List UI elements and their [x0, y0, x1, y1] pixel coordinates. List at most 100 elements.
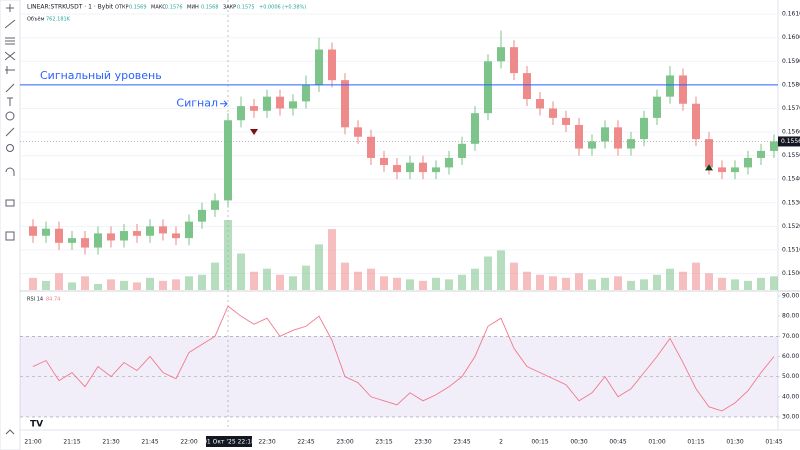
y-tick-label: 70.00	[782, 333, 799, 340]
signal-arrow	[220, 100, 228, 108]
candle-body	[536, 99, 544, 109]
zoom-tool[interactable]	[6, 144, 14, 152]
y-tick-label: 90.00	[782, 293, 799, 300]
x-tick-label: 01:15	[687, 439, 704, 446]
candle-body	[315, 49, 323, 85]
candle-body	[237, 106, 245, 121]
volume-label: Объём	[27, 17, 45, 23]
x-tick-label: 01:30	[726, 439, 743, 446]
y-tick-label: 60.00	[782, 353, 799, 360]
candle-body	[367, 136, 375, 158]
candle-body	[757, 150, 765, 158]
candle-body	[185, 221, 193, 239]
candle-body	[640, 117, 648, 140]
x-tick-label: 01:00	[648, 439, 665, 446]
rsi-value: 84.74	[46, 297, 60, 303]
trash-tool[interactable]	[5, 231, 15, 241]
candle-body	[510, 47, 518, 74]
signal-level-label: Сигнальный уровень	[40, 69, 162, 82]
fib-tool[interactable]	[5, 37, 15, 45]
candle-body	[263, 96, 271, 111]
x-tick-label: 00:15	[531, 439, 548, 446]
candle-body	[159, 226, 167, 234]
legend-value: 0.1575	[237, 5, 255, 11]
candle-body	[81, 238, 89, 248]
ruler-tool[interactable]	[5, 127, 15, 137]
x-tick-label: 21:45	[141, 439, 158, 446]
y-tick-label: 30.00	[782, 413, 799, 420]
candle-body	[276, 96, 284, 109]
candle-body	[250, 106, 258, 111]
lock-tool[interactable]	[5, 199, 15, 207]
x-tick-label: 23:45	[453, 439, 470, 446]
crosshair-time-label: 01 Окт '25 22:18	[203, 439, 255, 446]
candle-body	[731, 167, 739, 173]
magnet-tool[interactable]	[5, 167, 15, 176]
candle-body	[458, 143, 466, 158]
candle-body	[679, 75, 687, 104]
emoji-tool[interactable]	[5, 111, 15, 121]
candle-body	[120, 231, 128, 241]
candle-body	[289, 101, 297, 109]
candle-body	[419, 162, 427, 173]
candle-body	[94, 233, 102, 248]
candle-body	[445, 157, 453, 168]
rsi-title: RSI 14	[27, 297, 43, 303]
rsi-line	[32, 305, 775, 412]
x-tick-label: 23:30	[414, 439, 431, 446]
candle-body	[211, 200, 219, 210]
candle-body	[354, 127, 362, 137]
symbol-title: LINEAR:STRKUSDT · 1 · Bybit	[27, 4, 114, 11]
crosshair-time-box	[206, 436, 252, 447]
candle-body	[471, 113, 479, 144]
x-tick-label: 00:30	[570, 439, 587, 446]
line-tool[interactable]	[4, 19, 16, 29]
collapse-button[interactable]	[5, 429, 15, 435]
volume-value: 762.181K	[46, 17, 71, 23]
x-tick-label: 23:00	[336, 439, 353, 446]
candle-body	[198, 209, 206, 222]
crosshair-tool[interactable]	[6, 4, 14, 12]
candle-body	[497, 47, 505, 62]
candle-body	[341, 80, 349, 128]
candle-body	[328, 49, 336, 81]
pattern-tool[interactable]	[4, 51, 16, 61]
candle-body	[523, 73, 531, 100]
forecast-tool[interactable]	[5, 66, 15, 74]
brush-tool[interactable]	[5, 83, 15, 93]
candle-body	[562, 117, 570, 125]
x-tick-label: 22:45	[297, 439, 314, 446]
candle-body	[29, 226, 37, 236]
text-tool[interactable]	[7, 97, 13, 106]
candle-body	[653, 96, 661, 118]
legend-label: ОТКР	[115, 5, 129, 11]
y-tick-label: 0.1610	[782, 11, 800, 18]
toolbar	[0, 0, 21, 450]
candle-body	[380, 157, 388, 166]
candle-body	[432, 167, 440, 173]
candle-body	[627, 139, 635, 149]
signal-marker	[705, 164, 713, 171]
logo: TV	[30, 420, 43, 430]
candle-body	[406, 162, 414, 173]
signal-label: Сигнал	[176, 97, 218, 110]
legend-label: МАКС	[151, 5, 166, 11]
x-tick-label: 21:30	[102, 439, 119, 446]
candle-body	[601, 127, 609, 142]
candle-body	[224, 120, 232, 201]
candle-body	[68, 238, 76, 243]
candle-body	[770, 141, 778, 151]
x-tick-label: 23:15	[375, 439, 392, 446]
candle-body	[692, 103, 700, 140]
x-tick-label: 22:30	[258, 439, 275, 446]
candle-body	[302, 84, 310, 102]
